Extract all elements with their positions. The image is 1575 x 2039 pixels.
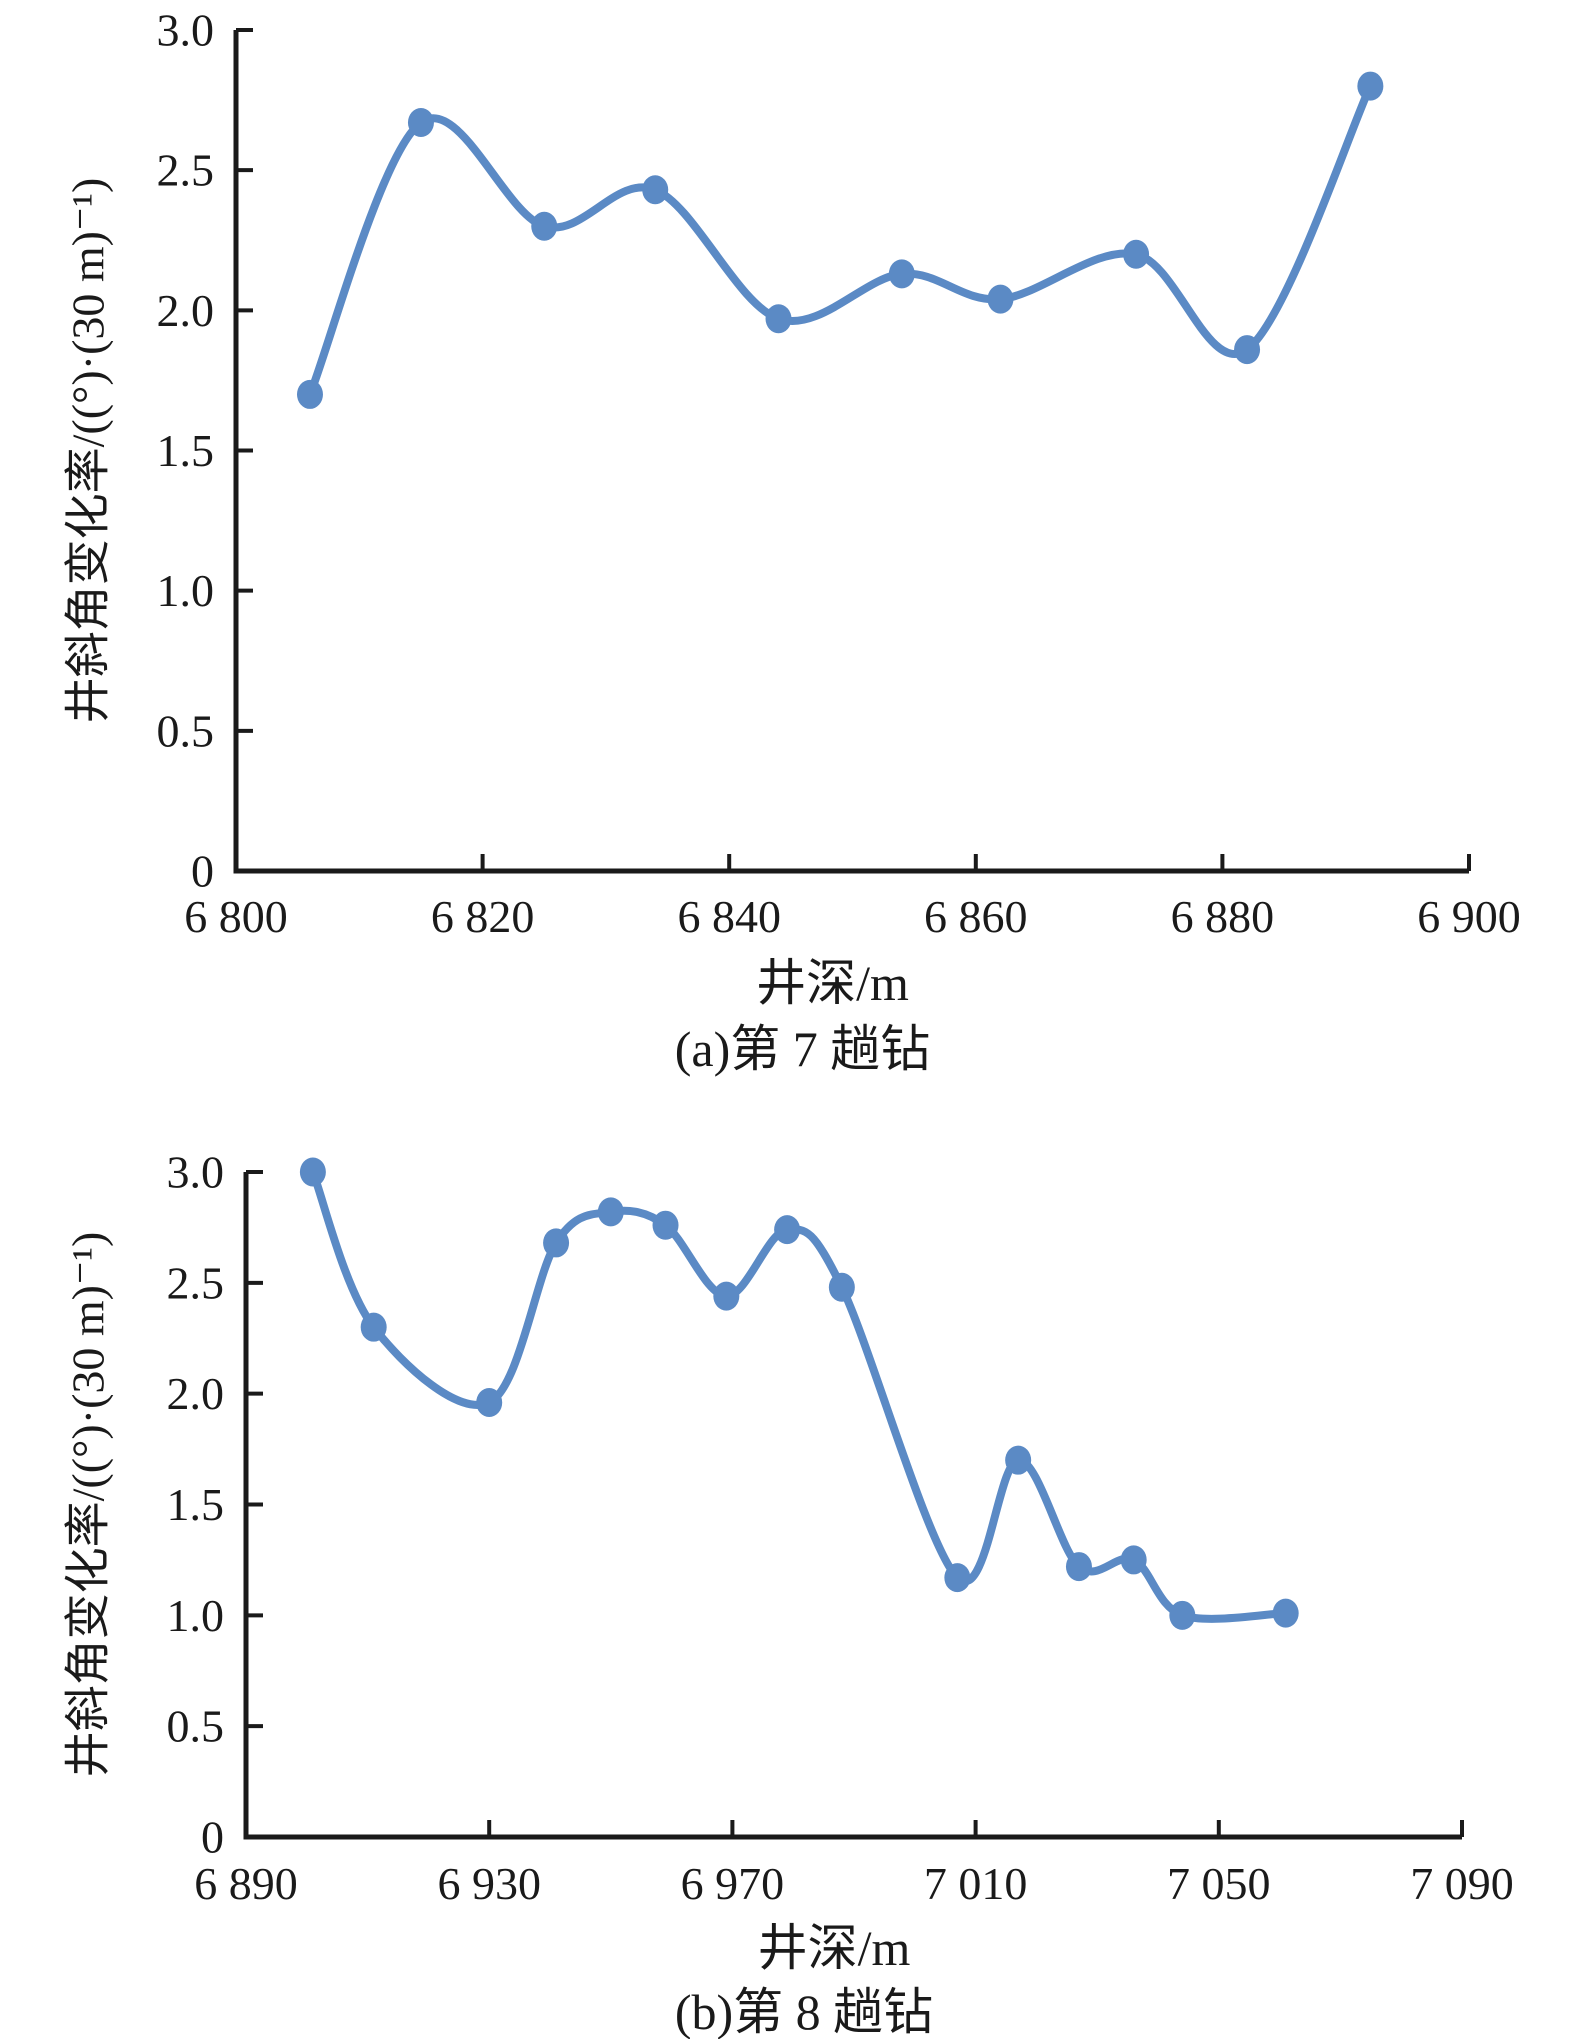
y-tick-label: 1.5 (157, 425, 215, 476)
y-tick-label: 2.5 (167, 1257, 225, 1308)
x-tick-label: 6 900 (1417, 891, 1521, 942)
data-point-marker (476, 1388, 503, 1418)
x-tick-label: 6 970 (681, 1858, 785, 1909)
chart-caption: (a)第 7 趟钻 (675, 1021, 931, 1077)
y-axis-title: 井斜角变化率/((°)·(30 m)⁻¹) (63, 178, 114, 724)
y-tick-label: 2.0 (157, 285, 215, 336)
data-point-marker (1357, 71, 1384, 101)
data-point-marker (713, 1281, 740, 1311)
data-point-marker (407, 108, 434, 138)
data-point-marker (1005, 1445, 1032, 1475)
data-point-marker (531, 211, 558, 241)
chart-b-canvas: 0 0.5 1.0 1.5 2.0 2.5 3.0 6 890 6 930 6 970 7 010 7… (63, 1147, 1514, 2039)
axis-spines (243, 1172, 1462, 1840)
data-point-marker (828, 1272, 855, 1302)
x-tick-label: 7 010 (924, 1858, 1028, 1909)
data-point-marker (642, 175, 669, 205)
y-tick-label: 3.0 (157, 5, 215, 56)
y-tick-label: 3.0 (167, 1147, 225, 1198)
y-tick-label: 0 (201, 1812, 224, 1863)
data-line (305, 82, 1375, 399)
data-point-marker (774, 1215, 801, 1245)
y-tick-label: 0.5 (157, 705, 215, 756)
data-point-marker (888, 259, 915, 289)
x-tick-label: 6 820 (431, 891, 535, 942)
data-point-marker (765, 304, 792, 334)
chart-a-canvas: 0 0.5 1.0 1.5 2.0 2.5 3.0 6 800 6 820 6 840 6 860 6… (63, 5, 1521, 1078)
data-point-marker (1272, 1598, 1299, 1628)
data-point-marker (360, 1312, 387, 1342)
data-point-marker (987, 284, 1014, 314)
data-point-marker (299, 1157, 326, 1187)
x-tick-label: 6 880 (1171, 891, 1275, 942)
data-point-marker (652, 1210, 679, 1240)
data-point-marker (543, 1228, 570, 1258)
y-tick-label: 2.5 (157, 145, 215, 196)
x-axis-title: 井深/m (758, 1920, 911, 1976)
y-tick-label: 1.5 (167, 1479, 225, 1530)
axis-spines (233, 30, 1469, 874)
x-tick-label: 6 930 (437, 1858, 541, 1909)
x-tick-label: 7 050 (1167, 1858, 1271, 1909)
chart-b: 0 0.5 1.0 1.5 2.0 2.5 3.0 6 890 6 930 6 970 7 010 7… (0, 1085, 1575, 2039)
data-point-marker (1065, 1552, 1092, 1582)
data-point-marker (1234, 335, 1261, 365)
x-tick-label: 6 890 (194, 1858, 298, 1909)
data-point-marker (1169, 1600, 1196, 1630)
y-axis-title: 井斜角变化率/((°)·(30 m)⁻¹) (63, 1232, 114, 1778)
x-tick-label: 6 840 (677, 891, 781, 942)
y-tick-label: 1.0 (167, 1590, 225, 1641)
y-tick-label: 0 (191, 846, 214, 897)
data-point-marker (1123, 239, 1150, 269)
data-point-marker (1120, 1545, 1147, 1575)
x-tick-label: 6 800 (184, 891, 288, 942)
y-tick-label: 0.5 (167, 1701, 225, 1752)
x-tick-label: 6 860 (924, 891, 1028, 942)
y-tick-label: 1.0 (157, 565, 215, 616)
data-point-marker (296, 379, 323, 409)
chart-a: 0 0.5 1.0 1.5 2.0 2.5 3.0 6 800 6 820 6 840 6 860 6… (63, 5, 1521, 1078)
y-tick-label: 2.0 (167, 1368, 225, 1419)
data-point-marker (597, 1197, 624, 1227)
data-point-marker (944, 1563, 971, 1593)
chart-caption: (b)第 8 趟钻 (675, 1984, 933, 2039)
x-tick-label: 7 090 (1410, 1858, 1514, 1909)
x-axis-title: 井深/m (756, 955, 909, 1011)
